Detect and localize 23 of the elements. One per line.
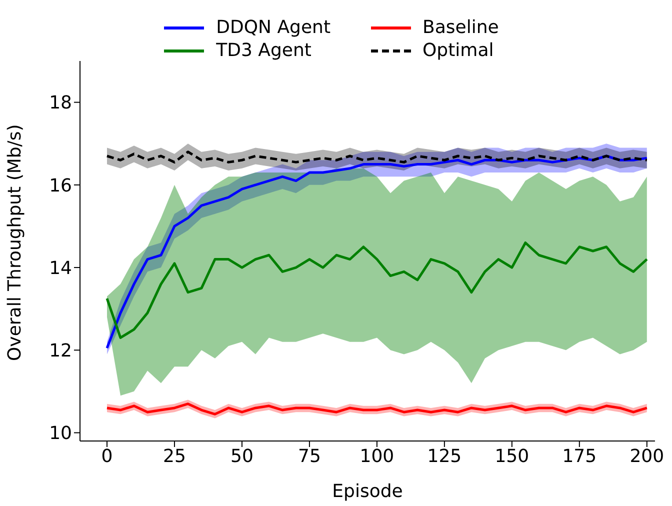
x-tick-label: 150 [494, 446, 530, 467]
legend-label: Optimal [422, 40, 494, 61]
x-tick-label: 175 [562, 446, 597, 467]
x-tick-label: 50 [230, 446, 254, 467]
x-tick-label: 200 [630, 446, 664, 467]
y-tick-label: 12 [49, 340, 72, 362]
y-tick-label: 10 [49, 423, 72, 444]
line-series [106, 241, 648, 339]
y-tick-label: 16 [49, 175, 72, 196]
x-tick-label: 125 [427, 446, 462, 467]
line-series [106, 150, 648, 164]
y-tick-label: 14 [49, 258, 72, 279]
legend-label: TD3 Agent [216, 40, 312, 61]
x-tick-label: 100 [360, 446, 394, 467]
x-tick-label: 25 [163, 446, 186, 467]
legend-label: Baseline [422, 17, 499, 38]
x-tick-label: 75 [298, 446, 321, 467]
y-tick-label: 18 [49, 92, 72, 114]
x-tick-label: 0 [101, 446, 113, 467]
legend-label: DDQN Agent [216, 17, 331, 38]
x-axis-title: Episode [332, 481, 403, 502]
line-series [106, 402, 648, 416]
y-axis-title: Overall Throughput (Mb/s) [4, 124, 26, 361]
